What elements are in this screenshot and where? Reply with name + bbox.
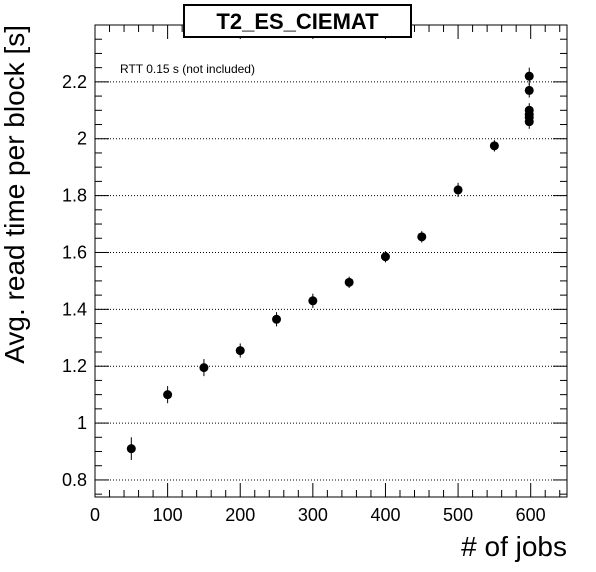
- data-point: [524, 71, 534, 81]
- data-point: [272, 314, 282, 324]
- data-point: [417, 232, 427, 242]
- data-point: [489, 141, 499, 151]
- tick-labels: 0.8 1 1.2 1.4 1.6 1.8 2 2.2 0 100 200 300 400 500 600: [62, 72, 546, 525]
- data-point: [308, 296, 318, 306]
- x-tick-label: 200: [225, 505, 255, 525]
- y-tick-label: 2.2: [62, 72, 87, 92]
- y-tick-label: 1.4: [62, 299, 87, 319]
- grid: [95, 81, 567, 481]
- annotation: RTT 0.15 s (not included): [120, 62, 255, 76]
- data-point: [380, 252, 390, 262]
- data-point: [453, 185, 463, 195]
- y-tick-label: 1.2: [62, 356, 87, 376]
- y-axis-title: Avg. read time per block [s]: [0, 25, 30, 364]
- x-tick-label: 500: [443, 505, 473, 525]
- y-tick-label: 1.8: [62, 186, 87, 206]
- data-point: [235, 346, 245, 356]
- data-point: [199, 363, 209, 373]
- y-tick-label: 2: [77, 129, 87, 149]
- x-tick-label: 100: [153, 505, 183, 525]
- data-point: [524, 85, 534, 95]
- y-tick-label: 1: [77, 413, 87, 433]
- y-tick-label: 1.6: [62, 242, 87, 262]
- y-tick-label: 0.8: [62, 470, 87, 490]
- x-tick-label: 400: [370, 505, 400, 525]
- data-point: [524, 117, 534, 127]
- data-points: [126, 67, 534, 461]
- title-box: [183, 4, 412, 38]
- data-point: [163, 390, 173, 400]
- chart-title: T2_ES_CIEMAT: [216, 9, 379, 34]
- x-axis-title: # of jobs: [461, 531, 567, 562]
- x-tick-label: 0: [90, 505, 100, 525]
- data-point: [344, 277, 354, 287]
- data-point: [126, 444, 136, 454]
- ticks: [94, 25, 567, 497]
- x-tick-label: 300: [298, 505, 328, 525]
- x-tick-label: 600: [516, 505, 546, 525]
- plot-frame: [94, 24, 568, 498]
